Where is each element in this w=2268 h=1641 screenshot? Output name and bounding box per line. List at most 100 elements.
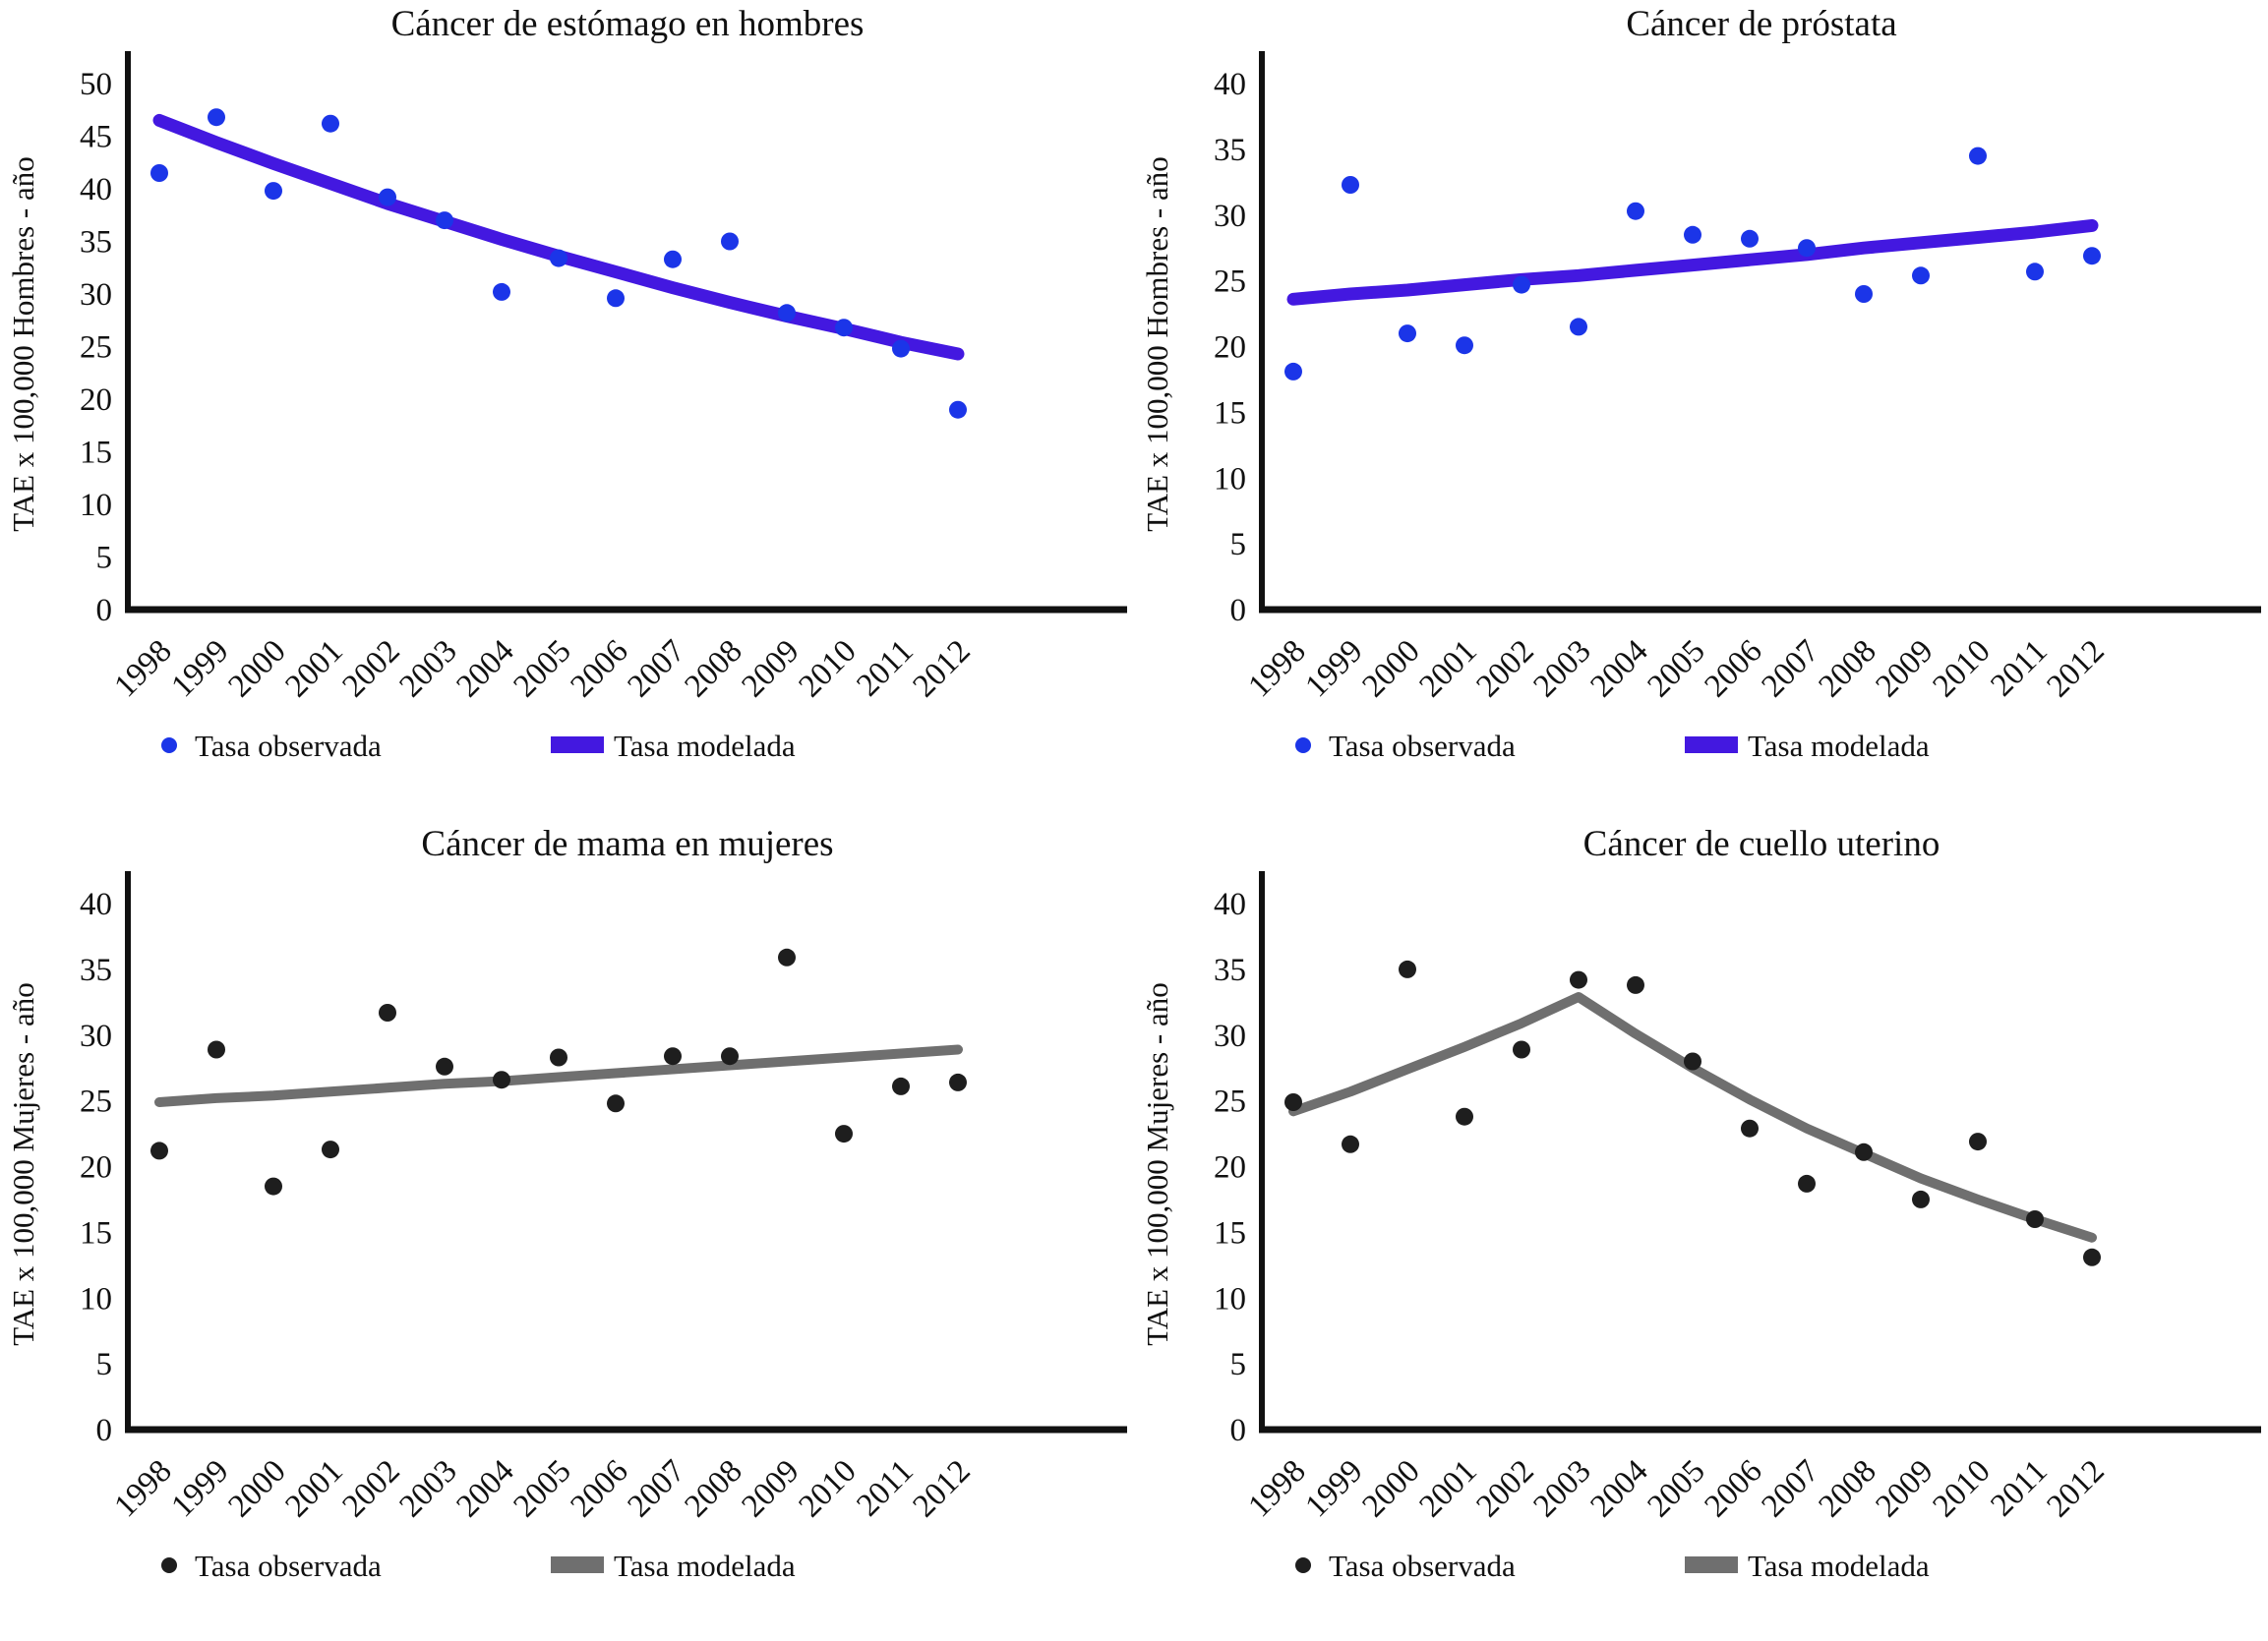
observed-point <box>550 249 567 267</box>
chart-panel-cuello-uterino: Cáncer de cuello uterino TAE x 100,000 Mu… <box>1134 820 2268 1640</box>
observed-point <box>1741 229 1759 248</box>
y-tick-label: 5 <box>1230 1347 1247 1382</box>
modeled-rate-line <box>1286 218 2099 306</box>
x-tick-label: 1998 <box>108 1453 179 1524</box>
observed-point <box>265 1177 282 1196</box>
observed-point <box>1855 1143 1873 1161</box>
x-tick-label: 2005 <box>1641 1453 1712 1524</box>
x-tick-label: 1999 <box>1299 1453 1370 1524</box>
observed-point <box>1399 324 1416 343</box>
y-tick-label: 25 <box>80 330 112 366</box>
y-tick-label: 10 <box>80 1281 112 1317</box>
chart-panel-mama-mujeres: Cáncer de mama en mujeres TAE x 100,000 M… <box>0 820 1134 1640</box>
chart-panel-estomago-hombres: Cáncer de estómago en hombres TAE x 100,0… <box>0 0 1134 820</box>
x-tick-label: 2010 <box>1927 633 1998 704</box>
observed-point <box>322 114 339 133</box>
y-tick-label: 15 <box>1214 395 1246 431</box>
observed-point <box>949 1073 967 1091</box>
y-tick-label: 40 <box>1214 887 1246 922</box>
observed-point <box>1342 176 1359 194</box>
y-tick-label: 0 <box>1230 593 1247 628</box>
observed-point <box>664 250 682 268</box>
chart-svg-estomago-hombres: Cáncer de estómago en hombres TAE x 100,0… <box>6 4 1127 763</box>
legend-observed-label: Tasa observada <box>195 729 382 763</box>
y-axis-title: TAE x 100,000 Mujeres - año <box>1140 982 1174 1345</box>
y-tick-label: 5 <box>96 1347 113 1382</box>
y-tick-label: 30 <box>80 277 112 313</box>
observed-point <box>1741 1119 1759 1138</box>
observed-point <box>721 1047 739 1066</box>
y-tick-label: 20 <box>1214 1150 1246 1186</box>
chart-title: Cáncer de mama en mujeres <box>421 824 833 864</box>
x-tick-label: 2001 <box>1413 633 1484 704</box>
x-tick-label: 2002 <box>336 1453 407 1524</box>
y-tick-label: 25 <box>1214 1084 1246 1120</box>
observed-rate-points <box>150 948 967 1196</box>
x-tick-label: 2009 <box>1870 633 1940 704</box>
x-tick-label: 1999 <box>165 1453 236 1524</box>
y-tick-label: 25 <box>80 1084 112 1120</box>
x-tick-label: 2008 <box>1813 1453 1883 1524</box>
x-tick-label: 2004 <box>1584 1453 1655 1524</box>
x-tick-label: 2002 <box>336 633 407 704</box>
y-tick-label: 20 <box>1214 330 1246 366</box>
x-tick-label: 2008 <box>1813 633 1883 704</box>
observed-point <box>2026 263 2044 281</box>
observed-point <box>150 1142 168 1160</box>
chart-svg-cuello-uterino: Cáncer de cuello uterino TAE x 100,000 Mu… <box>1140 824 2261 1583</box>
x-tick-label: 2009 <box>1870 1453 1940 1524</box>
observed-point <box>1969 147 1987 165</box>
x-tick-label: 2007 <box>622 1453 692 1524</box>
legend-modeled-label: Tasa modelada <box>614 729 796 763</box>
legend-modeled-label: Tasa modelada <box>614 1549 796 1583</box>
y-tick-label: 40 <box>1214 67 1246 102</box>
observed-point <box>1284 362 1302 381</box>
x-tick-label: 2000 <box>1356 1453 1427 1524</box>
observed-point <box>265 182 282 201</box>
x-tick-label: 2000 <box>222 633 293 704</box>
y-tick-label: 45 <box>80 120 112 155</box>
y-tick-label: 35 <box>80 225 112 261</box>
y-tick-label: 50 <box>80 67 112 102</box>
observed-point <box>493 282 510 301</box>
y-tick-label: 40 <box>80 887 112 922</box>
observed-point <box>607 289 625 308</box>
x-tick-label: 2007 <box>1756 633 1826 704</box>
chart-title: Cáncer de estómago en hombres <box>391 4 865 44</box>
x-tick-label: 2010 <box>1927 1453 1998 1524</box>
legend-observed-label: Tasa observada <box>195 1549 382 1583</box>
observed-point <box>1513 275 1530 294</box>
observed-point <box>150 164 168 182</box>
modeled-rate-line <box>152 113 965 361</box>
y-tick-label: 10 <box>1214 461 1246 497</box>
observed-point <box>1570 318 1587 336</box>
observed-point <box>2026 1210 2044 1228</box>
observed-point <box>1912 1190 1930 1208</box>
observed-point <box>1798 1174 1816 1193</box>
y-tick-label: 40 <box>80 172 112 207</box>
observed-point <box>1456 336 1473 355</box>
y-tick-label: 30 <box>80 1019 112 1054</box>
x-tick-label: 2011 <box>850 633 920 703</box>
observed-rate-points <box>150 108 967 419</box>
legend-observed-label: Tasa observada <box>1329 1549 1516 1583</box>
y-axis-title: TAE x 100,000 Mujeres - año <box>6 982 40 1345</box>
observed-point <box>778 948 796 967</box>
x-tick-label: 2011 <box>1984 1453 2054 1523</box>
y-tick-label: 15 <box>80 436 112 471</box>
x-tick-label: 1999 <box>165 633 236 704</box>
y-tick-label: 35 <box>1214 133 1246 168</box>
legend-modeled-swatch-icon <box>1685 736 1738 753</box>
observed-point <box>208 1040 225 1059</box>
observed-point <box>721 232 739 251</box>
x-tick-label: 1998 <box>1242 633 1313 704</box>
observed-point <box>1684 1052 1701 1071</box>
observed-point <box>436 1057 453 1076</box>
legend-observed-marker-icon <box>1295 737 1311 753</box>
legend-modeled-label: Tasa modelada <box>1748 729 1930 763</box>
legend-modeled-label: Tasa modelada <box>1748 1549 1930 1583</box>
observed-point <box>835 319 853 337</box>
y-axis-title: TAE x 100,000 Hombres - año <box>6 156 40 532</box>
x-tick-label: 2008 <box>679 633 749 704</box>
